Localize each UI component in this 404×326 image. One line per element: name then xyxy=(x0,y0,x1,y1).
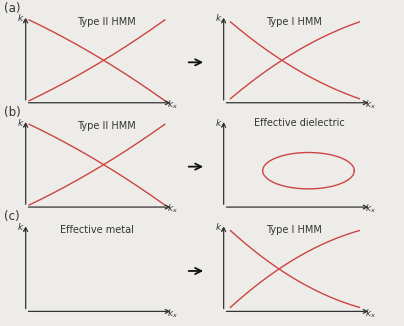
Text: Type I HMM: Type I HMM xyxy=(266,17,322,27)
Text: (c): (c) xyxy=(4,210,19,223)
Text: $k_x$: $k_x$ xyxy=(365,98,377,111)
Text: $k_z$: $k_z$ xyxy=(17,221,27,234)
Text: $k_z$: $k_z$ xyxy=(17,117,27,130)
Text: $k_x$: $k_x$ xyxy=(365,307,377,320)
Text: $k_z$: $k_z$ xyxy=(215,221,225,234)
Text: $k_z$: $k_z$ xyxy=(17,13,27,25)
Text: (a): (a) xyxy=(4,2,20,15)
Text: $k_z$: $k_z$ xyxy=(215,117,225,130)
Text: Effective dielectric: Effective dielectric xyxy=(254,118,345,128)
Text: $k_x$: $k_x$ xyxy=(167,98,179,111)
Text: (b): (b) xyxy=(4,106,20,119)
Text: Type I HMM: Type I HMM xyxy=(266,226,322,235)
Text: $k_x$: $k_x$ xyxy=(167,307,179,320)
Text: $k_z$: $k_z$ xyxy=(215,13,225,25)
Text: Type II HMM: Type II HMM xyxy=(77,17,135,27)
Text: $k_x$: $k_x$ xyxy=(167,203,179,215)
Text: Type II HMM: Type II HMM xyxy=(77,121,135,131)
Text: $k_x$: $k_x$ xyxy=(365,203,377,215)
Text: Effective metal: Effective metal xyxy=(60,226,133,235)
